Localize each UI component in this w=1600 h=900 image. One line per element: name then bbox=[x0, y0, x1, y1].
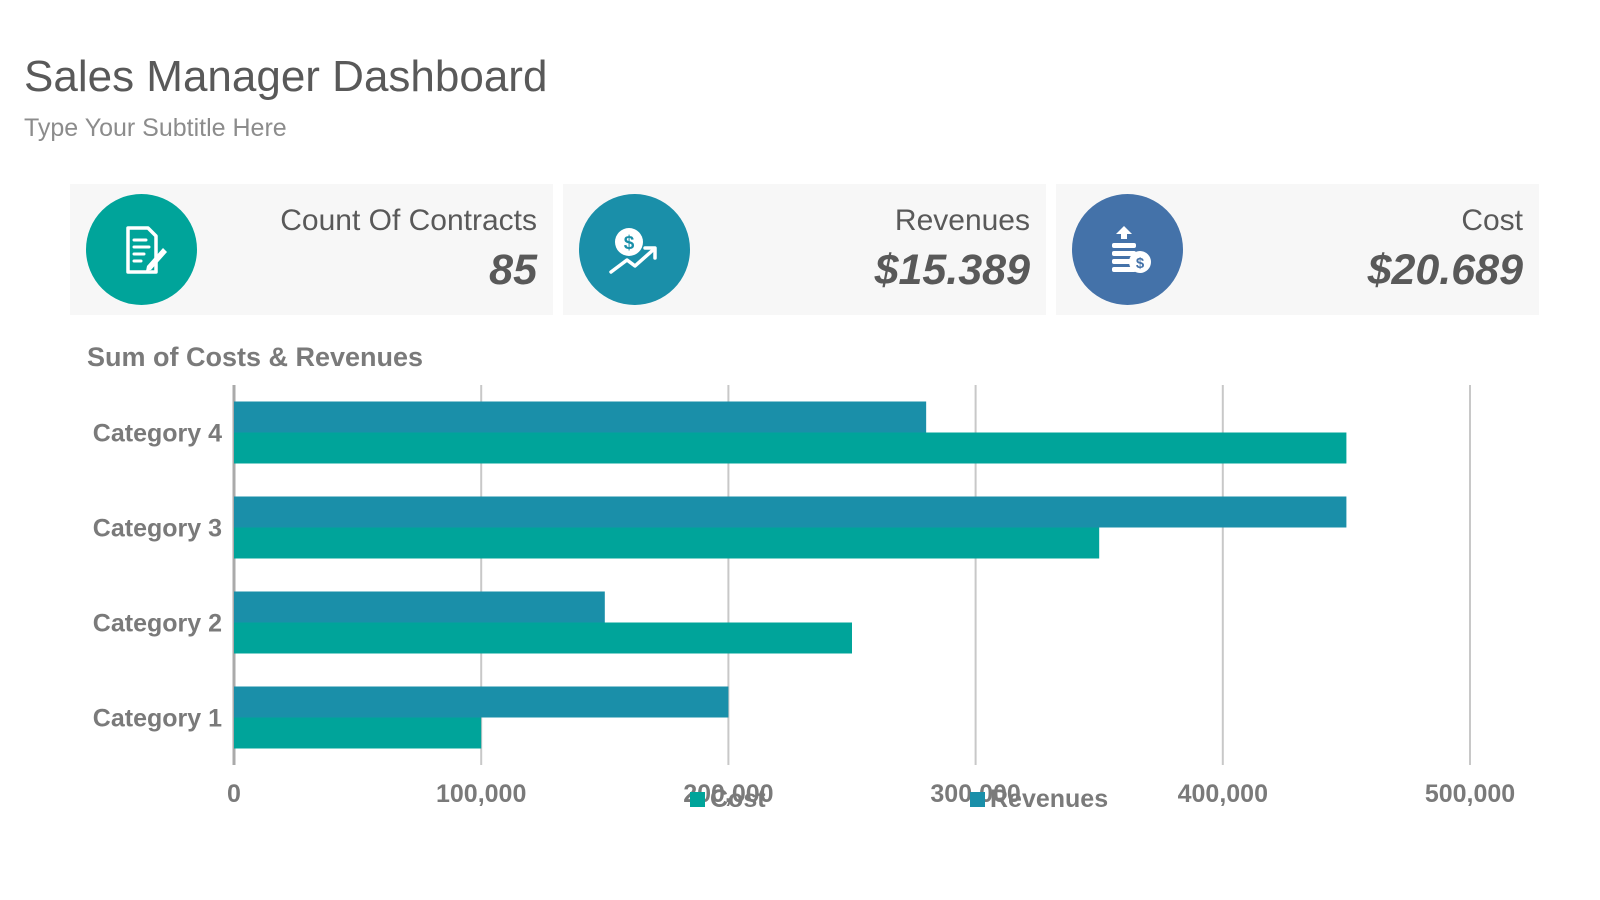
chart-category-labels: Category 1 Category 2 Category 3 Category 4 bbox=[93, 420, 222, 733]
bar-revenues bbox=[234, 401, 927, 433]
category-label: Category 1 bbox=[93, 705, 222, 733]
bar-revenues bbox=[234, 686, 729, 718]
x-tick-label: 400,000 bbox=[1178, 780, 1268, 808]
page-subtitle: Type Your Subtitle Here bbox=[24, 114, 287, 142]
category-label: Category 4 bbox=[93, 420, 222, 448]
kpi-card-revenues: $ Revenues $15.389 bbox=[563, 184, 1046, 315]
revenue-growth-icon: $ bbox=[608, 227, 657, 274]
revenue-icon-circle: $ bbox=[579, 194, 690, 305]
svg-text:$: $ bbox=[1135, 255, 1144, 272]
legend-swatch bbox=[970, 792, 985, 807]
chart-legend: Cost Revenues bbox=[690, 785, 1108, 813]
page-title: Sales Manager Dashboard bbox=[24, 52, 548, 101]
x-tick-label: 100,000 bbox=[436, 780, 526, 808]
kpi-card-cost: $ Cost $20.689 bbox=[1056, 184, 1539, 315]
revenues-label: Revenues bbox=[894, 204, 1030, 237]
contract-icon bbox=[125, 225, 167, 274]
bar-chart: Category 1 Category 2 Category 3 Category 4… bbox=[93, 385, 1515, 813]
bar-cost bbox=[234, 432, 1347, 464]
cost-label: Cost bbox=[1461, 204, 1523, 237]
chart-bars bbox=[234, 401, 1347, 749]
svg-text:$: $ bbox=[623, 233, 634, 254]
bar-revenues bbox=[234, 591, 605, 623]
kpi-card-contracts: Count Of Contracts 85 bbox=[70, 184, 553, 315]
contracts-label: Count Of Contracts bbox=[280, 204, 537, 237]
bar-cost bbox=[234, 622, 852, 654]
cost-value: $20.689 bbox=[1367, 246, 1523, 294]
bar-revenues bbox=[234, 496, 1347, 528]
contracts-value: 85 bbox=[489, 246, 537, 294]
coins-cost-icon: $ bbox=[1111, 225, 1151, 273]
x-tick-label: 500,000 bbox=[1425, 780, 1515, 808]
contract-icon-circle bbox=[86, 194, 197, 305]
category-label: Category 3 bbox=[93, 515, 222, 543]
chart-title: Sum of Costs & Revenues bbox=[87, 342, 424, 372]
legend-label: Cost bbox=[710, 785, 766, 813]
revenues-value: $15.389 bbox=[874, 246, 1030, 294]
cost-icon-circle: $ bbox=[1072, 194, 1183, 305]
bar-cost bbox=[234, 717, 482, 749]
legend-label: Revenues bbox=[990, 785, 1108, 813]
x-tick-label: 0 bbox=[227, 780, 241, 808]
bar-cost bbox=[234, 527, 1100, 559]
legend-swatch bbox=[690, 792, 705, 807]
category-label: Category 2 bbox=[93, 610, 222, 638]
